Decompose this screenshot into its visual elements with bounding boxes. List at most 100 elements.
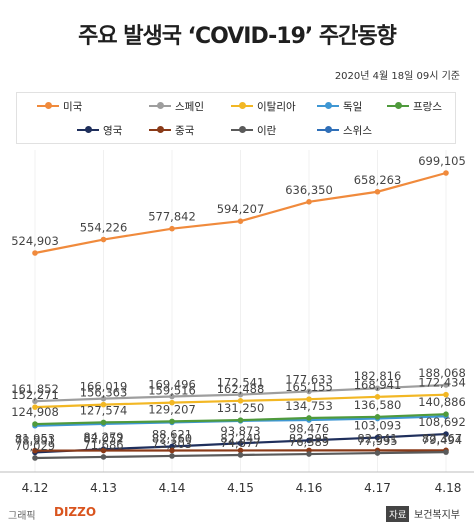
legend-marker (157, 126, 164, 133)
data-point (32, 421, 38, 427)
data-point (169, 453, 175, 459)
data-label: 166,019 (80, 380, 128, 394)
x-tick-label: 4.17 (364, 481, 391, 495)
data-point (100, 447, 107, 454)
source-value: 보건복지부 (414, 510, 460, 521)
legend-label: 영국 (103, 125, 123, 137)
line-chart: 524,903 554,226 577,842 594,207 636,350 658,2… (0, 150, 474, 502)
data-point (237, 398, 244, 404)
data-label: 82,249 (220, 431, 260, 445)
legend-marker (325, 102, 332, 109)
data-point (306, 437, 312, 444)
data-label: 161,852 (11, 382, 59, 396)
data-label: 88,621 (152, 427, 192, 441)
legend: 미국 스페인 이탈리아 독일 프랑스 영국 중국 이란 스위스 (16, 92, 456, 144)
data-point (306, 388, 312, 395)
data-label: 127,574 (80, 403, 128, 417)
data-label: 699,105 (418, 154, 466, 168)
data-label: 76,389 (289, 435, 329, 449)
data-point (374, 385, 381, 392)
data-label: 172,434 (418, 376, 466, 390)
legend-label: 스페인 (175, 101, 204, 113)
data-point (306, 451, 312, 457)
data-label: 98,476 (289, 421, 329, 435)
data-label: 152,271 (11, 388, 59, 402)
x-tick-label: 4.14 (159, 481, 186, 495)
data-label: 82,295 (289, 431, 329, 445)
data-label: 168,941 (354, 378, 402, 392)
data-label: 129,207 (148, 402, 196, 416)
data-label: 594,207 (217, 202, 265, 216)
data-point (32, 398, 38, 405)
data-label: 169,496 (148, 377, 196, 391)
legend-marker (85, 126, 92, 133)
legend-label: 중국 (175, 125, 195, 137)
credit-label: 그래픽 (8, 511, 36, 522)
legend-label: 미국 (63, 101, 83, 113)
source-label: 자료 (386, 506, 410, 522)
legend-label: 프랑스 (413, 101, 442, 113)
data-point (237, 417, 244, 423)
data-point (443, 382, 449, 388)
data-label: 124,908 (11, 405, 59, 419)
data-label: 159,516 (148, 384, 196, 398)
data-label: 71,686 (83, 438, 123, 452)
data-point (32, 447, 38, 454)
data-label: 177,633 (285, 372, 333, 386)
data-point (237, 218, 244, 224)
data-label: 82,367 (422, 431, 462, 445)
data-label: 79,494 (422, 433, 462, 447)
x-tick-label: 4.15 (227, 481, 254, 495)
data-point (237, 447, 244, 454)
data-point (306, 415, 312, 421)
data-point (374, 394, 381, 400)
data-label: 84,279 (83, 430, 123, 444)
data-label: 93,873 (220, 424, 260, 438)
data-point (32, 404, 38, 410)
data-point (443, 449, 449, 455)
data-label: 162,488 (217, 382, 265, 396)
data-label: 182,816 (354, 369, 402, 383)
data-point (100, 454, 107, 460)
data-point (169, 447, 175, 454)
data-label: 165,155 (285, 380, 333, 394)
data-point (237, 391, 244, 398)
legend-label: 이탈리아 (257, 101, 296, 113)
data-label: 131,250 (217, 401, 265, 415)
data-point (374, 414, 381, 420)
data-label: 577,842 (148, 210, 196, 224)
data-point (237, 452, 244, 458)
legend-marker (395, 102, 402, 109)
data-label: 82,160 (152, 431, 192, 445)
data-label: 524,903 (11, 234, 59, 248)
credit-brand-logo: DIZZO (54, 505, 97, 519)
legend-marker (157, 102, 164, 109)
data-point (306, 396, 312, 402)
data-label: 140,886 (418, 395, 466, 409)
data-point (169, 393, 175, 400)
data-label: 188,068 (418, 366, 466, 380)
data-label: 636,350 (285, 183, 333, 197)
data-point (169, 418, 175, 425)
data-label: 156,363 (80, 386, 128, 400)
footer: 그래픽 DIZZO 자료 보건복지부 (0, 502, 474, 526)
data-point (237, 440, 244, 447)
data-point (374, 434, 381, 441)
x-tick-label: 4.12 (22, 481, 49, 495)
data-point (100, 401, 107, 408)
data-point (443, 431, 449, 437)
data-label: 554,226 (80, 221, 128, 235)
data-label: 103,093 (354, 419, 402, 433)
data-point (443, 170, 449, 176)
data-point (100, 395, 107, 402)
data-point (374, 450, 381, 456)
data-point (169, 399, 175, 406)
data-point (443, 391, 449, 398)
legend-marker (325, 126, 332, 133)
data-point (100, 236, 107, 243)
legend-marker (45, 102, 52, 109)
data-point (169, 443, 175, 450)
legend-marker (239, 102, 246, 109)
data-point (32, 250, 38, 256)
